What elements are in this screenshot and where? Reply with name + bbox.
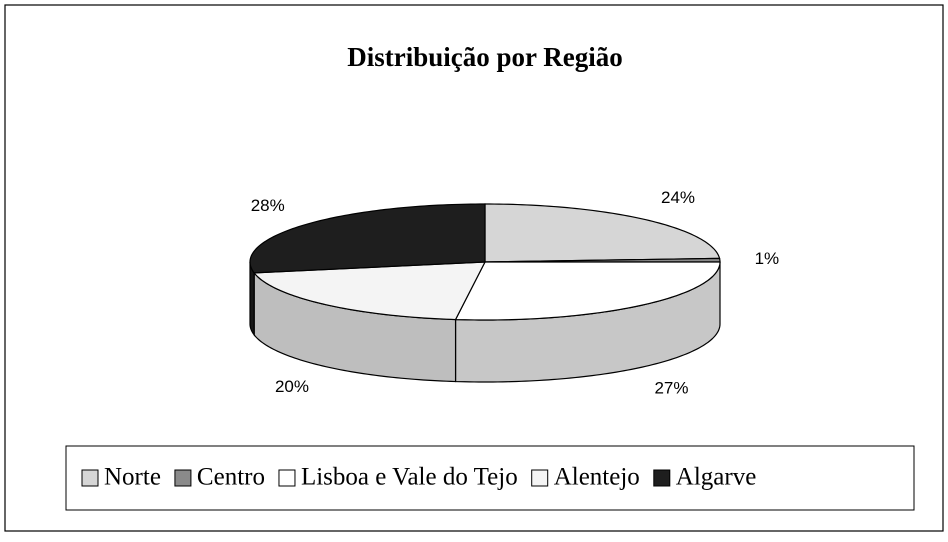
legend-label: Lisboa e Vale do Tejo bbox=[301, 464, 518, 491]
value-label: 1% bbox=[755, 249, 780, 268]
legend-label: Algarve bbox=[676, 464, 757, 491]
legend-label: Centro bbox=[197, 464, 265, 491]
legend: Norte Centro Lisboa e Vale do Tejo Alentejo… bbox=[81, 464, 757, 491]
value-label: 28% bbox=[251, 196, 285, 215]
pie: 24% 1% 27% 20% 28% bbox=[249, 188, 780, 398]
legend-swatch bbox=[278, 469, 296, 487]
legend-swatch bbox=[531, 469, 549, 487]
legend-label: Alentejo bbox=[554, 464, 640, 491]
legend-label: Norte bbox=[104, 464, 161, 491]
value-label: 27% bbox=[654, 379, 688, 398]
value-label: 20% bbox=[275, 377, 309, 396]
legend-swatch bbox=[653, 469, 671, 487]
pie-slice bbox=[454, 261, 721, 321]
legend-box bbox=[65, 445, 915, 511]
legend-swatch bbox=[174, 469, 192, 487]
pie-slice bbox=[252, 261, 487, 321]
pie-slice bbox=[249, 203, 486, 274]
legend-swatch bbox=[81, 469, 99, 487]
pie-slice bbox=[484, 203, 721, 263]
value-label: 24% bbox=[661, 188, 695, 207]
chart-title: Distribuição por Região bbox=[347, 42, 623, 72]
